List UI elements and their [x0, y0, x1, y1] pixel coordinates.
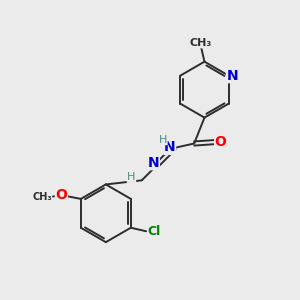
Text: CH₃: CH₃: [32, 191, 52, 202]
Text: H: H: [127, 172, 136, 182]
Text: N: N: [226, 69, 238, 83]
Text: N: N: [148, 156, 159, 170]
Text: O: O: [56, 188, 67, 202]
Text: Cl: Cl: [148, 225, 161, 238]
Text: O: O: [215, 135, 226, 149]
Text: H: H: [159, 135, 167, 145]
Text: CH₃: CH₃: [190, 38, 212, 48]
Text: N: N: [164, 140, 176, 154]
